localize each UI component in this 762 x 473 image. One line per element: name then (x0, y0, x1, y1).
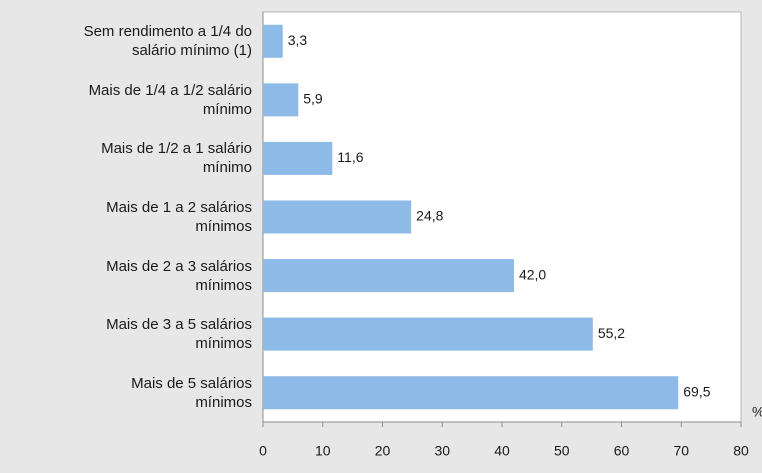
y-tick-label: Mais de 2 a 3 salários mínimos (106, 257, 252, 294)
x-axis-label: % (752, 404, 762, 420)
y-tick-label: Mais de 5 salários mínimos (131, 374, 252, 411)
y-tick-label: Mais de 1/4 a 1/2 salário mínimo (88, 81, 252, 118)
bar (263, 200, 412, 234)
x-tick-label: 70 (673, 443, 689, 459)
bar (263, 376, 679, 410)
bar (263, 259, 514, 293)
value-label: 24,8 (416, 208, 443, 224)
value-label: 55,2 (598, 325, 625, 341)
bar (263, 83, 299, 117)
y-tick-label: Mais de 3 a 5 salários mínimos (106, 316, 252, 353)
x-tick-label: 40 (494, 443, 510, 459)
x-tick-label: 0 (259, 443, 267, 459)
x-tick-label: 80 (733, 443, 749, 459)
bar (263, 141, 333, 175)
value-label: 69,5 (683, 383, 710, 399)
x-tick-label: 50 (554, 443, 570, 459)
y-tick-label: Sem rendimento a 1/4 do salário mínimo (… (83, 23, 252, 60)
y-tick-label: Mais de 1/2 a 1 salário mínimo (101, 140, 252, 177)
bar (263, 24, 283, 58)
x-tick-label: 60 (614, 443, 630, 459)
value-label: 42,0 (519, 266, 546, 282)
y-tick-label: Mais de 1 a 2 salários mínimos (106, 199, 252, 235)
bar (263, 317, 593, 351)
x-tick-label: 20 (375, 443, 391, 459)
value-label: 3,3 (288, 32, 308, 48)
value-label: 11,6 (337, 149, 363, 165)
x-tick-label: 10 (315, 443, 331, 459)
x-tick-label: 30 (434, 443, 450, 459)
value-label: 5,9 (303, 91, 323, 107)
